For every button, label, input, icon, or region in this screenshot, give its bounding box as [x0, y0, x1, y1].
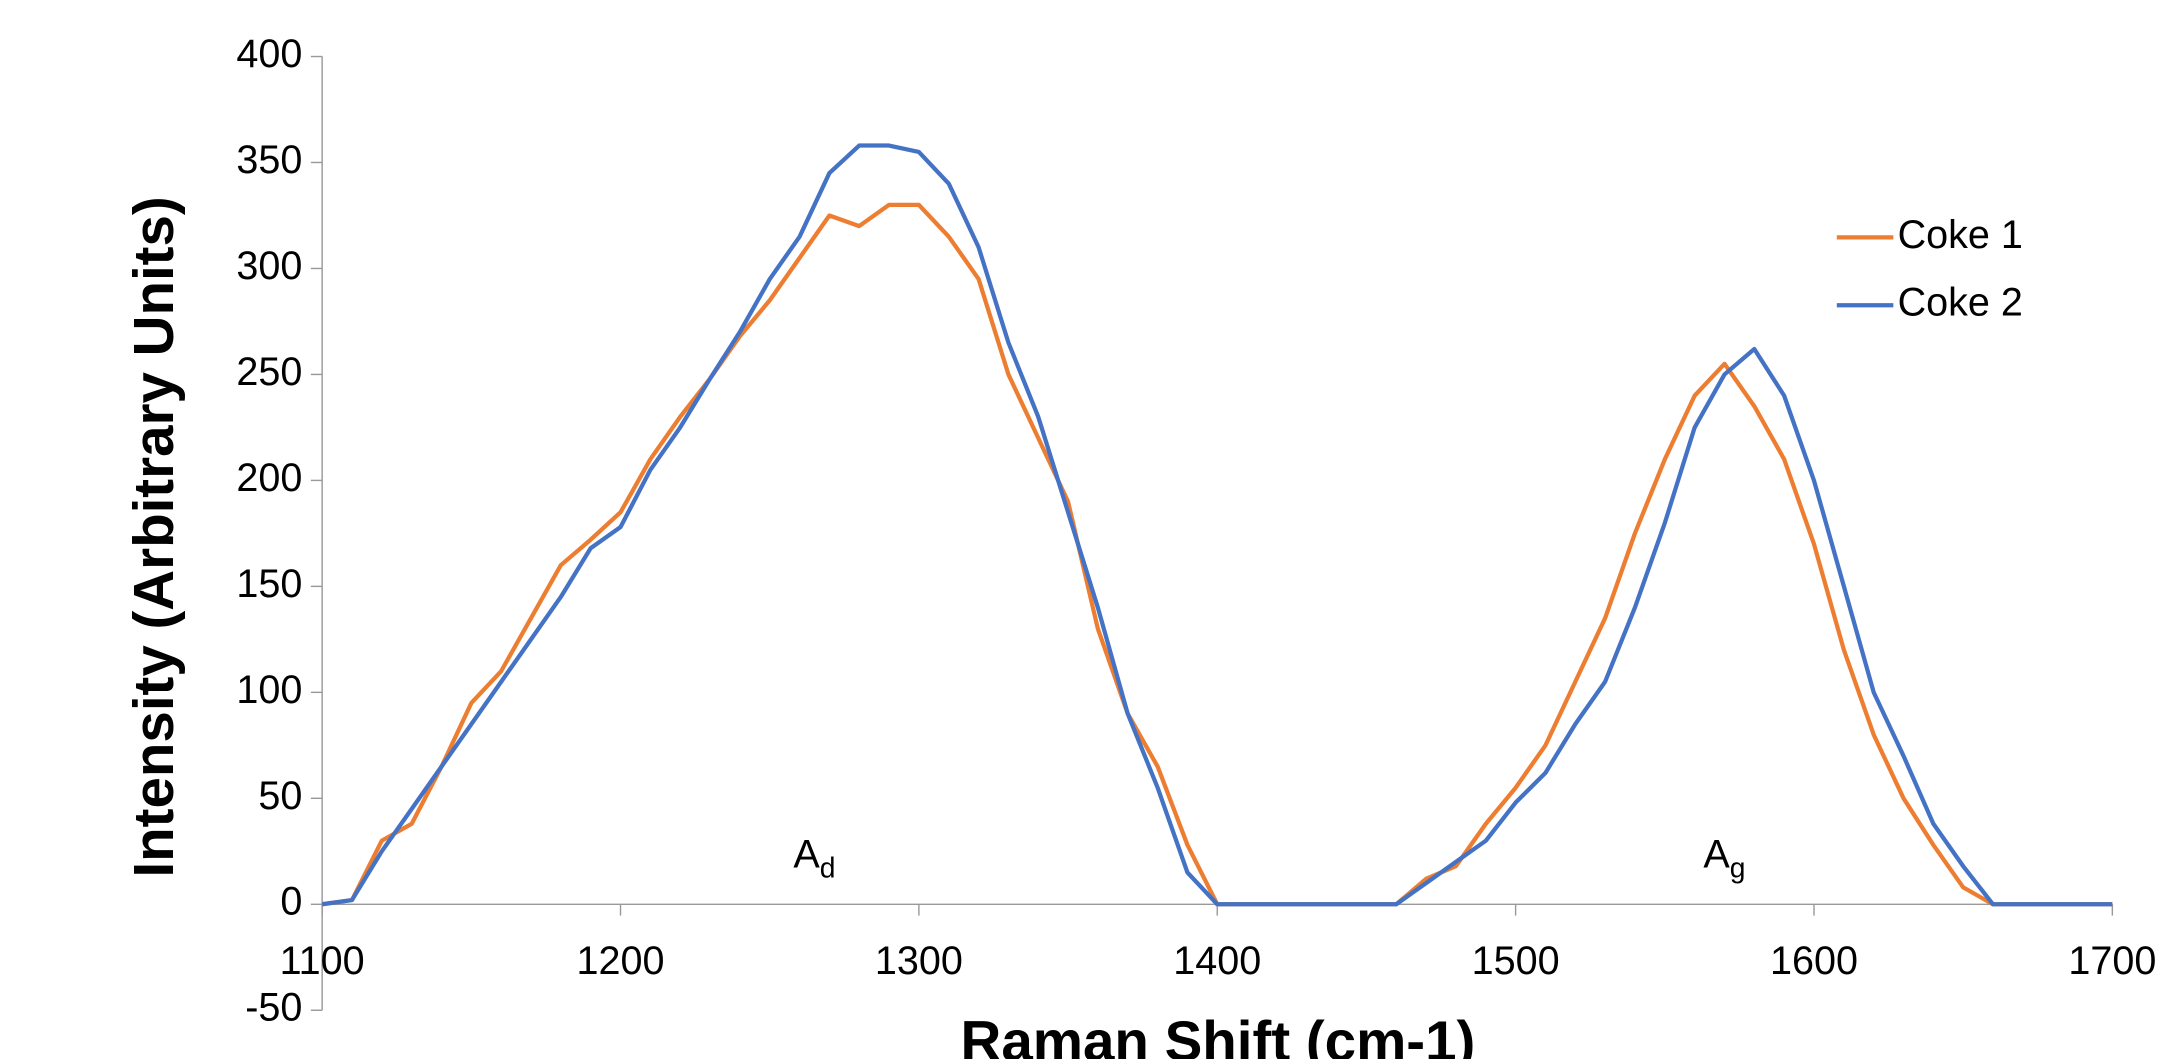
annotation-text: A — [793, 833, 820, 877]
legend-label: Coke 2 — [1898, 281, 2023, 325]
y-tick-label: 200 — [236, 456, 302, 500]
y-tick-label: 50 — [258, 774, 302, 818]
annotation: Ag — [1703, 833, 1745, 884]
x-axis-title: Raman Shift (cm-1) — [961, 1009, 1476, 1059]
x-tick-label: 1400 — [1173, 939, 1261, 983]
y-tick-label: 400 — [236, 32, 302, 76]
data-line — [321, 202, 2113, 907]
x-tick-label: 1500 — [1472, 939, 1560, 983]
x-tick-label: 1100 — [280, 939, 365, 983]
y-axis-title: Intensity (Arbitrary Units) — [122, 196, 185, 877]
x-tick-label: 1600 — [1770, 939, 1858, 983]
y-tick-label: 300 — [236, 244, 302, 288]
annotation-subscript: g — [1730, 852, 1746, 884]
x-tick-label: 1200 — [577, 939, 665, 983]
annotation: Ad — [793, 833, 835, 884]
x-tick-label: 1700 — [2068, 939, 2156, 983]
annotation-text: A — [1703, 833, 1730, 877]
y-tick-label: 350 — [236, 138, 302, 182]
y-tick-label: 100 — [236, 668, 302, 712]
x-tick-label: 1300 — [875, 939, 963, 983]
annotation-subscript: d — [820, 852, 836, 884]
legend-label: Coke 1 — [1898, 213, 2023, 257]
y-tick-label: -50 — [245, 986, 302, 1030]
y-tick-label: 150 — [236, 562, 302, 606]
y-tick-label: 0 — [280, 880, 302, 924]
y-tick-label: 250 — [236, 350, 302, 394]
data-line — [321, 143, 2113, 907]
